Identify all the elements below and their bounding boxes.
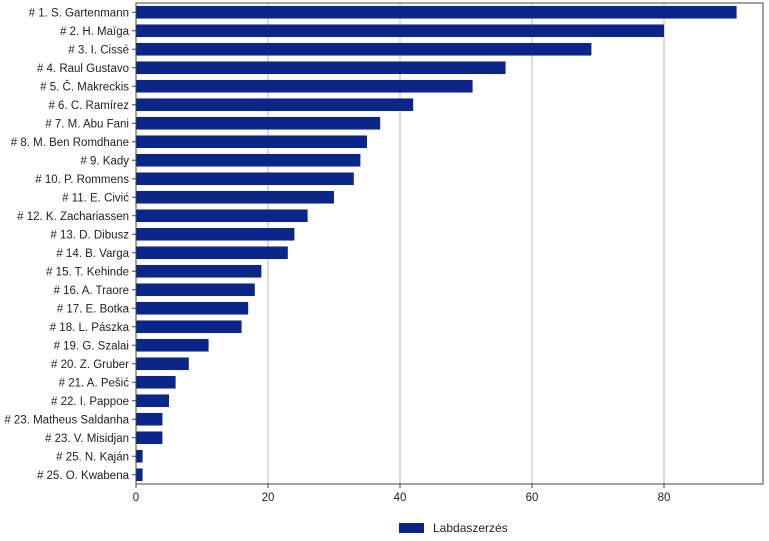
y-tick-label: # 23. Matheus Saldanha [4, 414, 129, 426]
gridlines [267, 3, 665, 484]
y-tick-label: # 11. E. Civić [62, 192, 129, 204]
bar [136, 431, 163, 445]
bar [136, 468, 143, 482]
y-tick-labels: # 1. S. Gartenmann # 2. H. Maïga # 3. I. C… [4, 7, 136, 482]
legend-label: Labdaszerzés [433, 521, 508, 535]
bar [136, 116, 381, 130]
y-tick-label: # 21. A. Pešić [59, 377, 130, 389]
y-tick-label: # 1. S. Gartenmann [29, 7, 129, 19]
y-tick-label: # 23. V. Misidjan [45, 433, 129, 445]
y-tick-label: # 25. N. Kaján [56, 451, 129, 463]
y-tick-label: # 10. P. Rommens [35, 174, 129, 186]
y-tick-label: # 14. B. Varga [56, 248, 129, 260]
y-tick-label: # 5. Č. Makreckis [40, 80, 129, 93]
bars [136, 5, 737, 482]
bar [136, 412, 163, 426]
legend-swatch [399, 523, 424, 533]
bar [136, 338, 209, 352]
x-tick-label: 80 [658, 492, 671, 504]
x-tick-label: 60 [526, 492, 539, 504]
bar [136, 190, 334, 204]
bar [136, 61, 506, 75]
y-tick-label: # 9. Kady [80, 155, 129, 167]
y-tick-label: # 3. I. Cissé [68, 44, 129, 56]
bar [136, 153, 361, 167]
bar [136, 98, 414, 112]
x-tick-label: 40 [394, 492, 407, 504]
y-tick-label: # 19. G. Szalai [54, 340, 129, 352]
bar [136, 24, 664, 38]
legend: Labdaszerzés [399, 521, 508, 535]
bar [136, 264, 262, 278]
bar [136, 449, 143, 463]
bar [136, 209, 308, 223]
y-tick-label: # 12. K. Zachariassen [17, 211, 129, 223]
x-tick-labels: 0 20 40 60 80 [133, 484, 671, 504]
y-tick-label: # 4. Raul Gustavo [37, 63, 129, 75]
y-tick-label: # 22. I. Pappoe [51, 396, 129, 408]
plot-frame [135, 2, 764, 485]
bar [136, 135, 367, 149]
bar [136, 172, 354, 186]
bar [136, 357, 189, 371]
x-tick-label: 0 [133, 492, 139, 504]
y-tick-label: # 8. M. Ben Romdhane [11, 137, 129, 149]
bar [136, 283, 255, 297]
bar [136, 227, 295, 241]
y-tick-label: # 6. C. Ramírez [48, 100, 129, 112]
bar [136, 301, 249, 315]
y-tick-label: # 13. D. Dibusz [50, 229, 129, 241]
bar [136, 320, 242, 334]
y-tick-label: # 7. M. Abu Fani [45, 118, 129, 130]
bar [136, 5, 737, 19]
bar [136, 79, 473, 93]
bar [136, 246, 288, 260]
y-tick-label: # 18. L. Pászka [50, 322, 130, 334]
bar [136, 394, 169, 408]
y-tick-label: # 20. Z. Gruber [51, 359, 129, 371]
bar [136, 375, 176, 389]
x-tick-label: 20 [262, 492, 275, 504]
y-tick-label: # 25. O. Kwabena [37, 470, 130, 482]
y-tick-label: # 2. H. Maïga [60, 26, 130, 38]
y-tick-label: # 17. E. Botka [57, 303, 130, 315]
bar [136, 42, 592, 56]
y-tick-label: # 15. T. Kehinde [46, 266, 129, 278]
y-tick-label: # 16. A. Traore [54, 285, 129, 297]
